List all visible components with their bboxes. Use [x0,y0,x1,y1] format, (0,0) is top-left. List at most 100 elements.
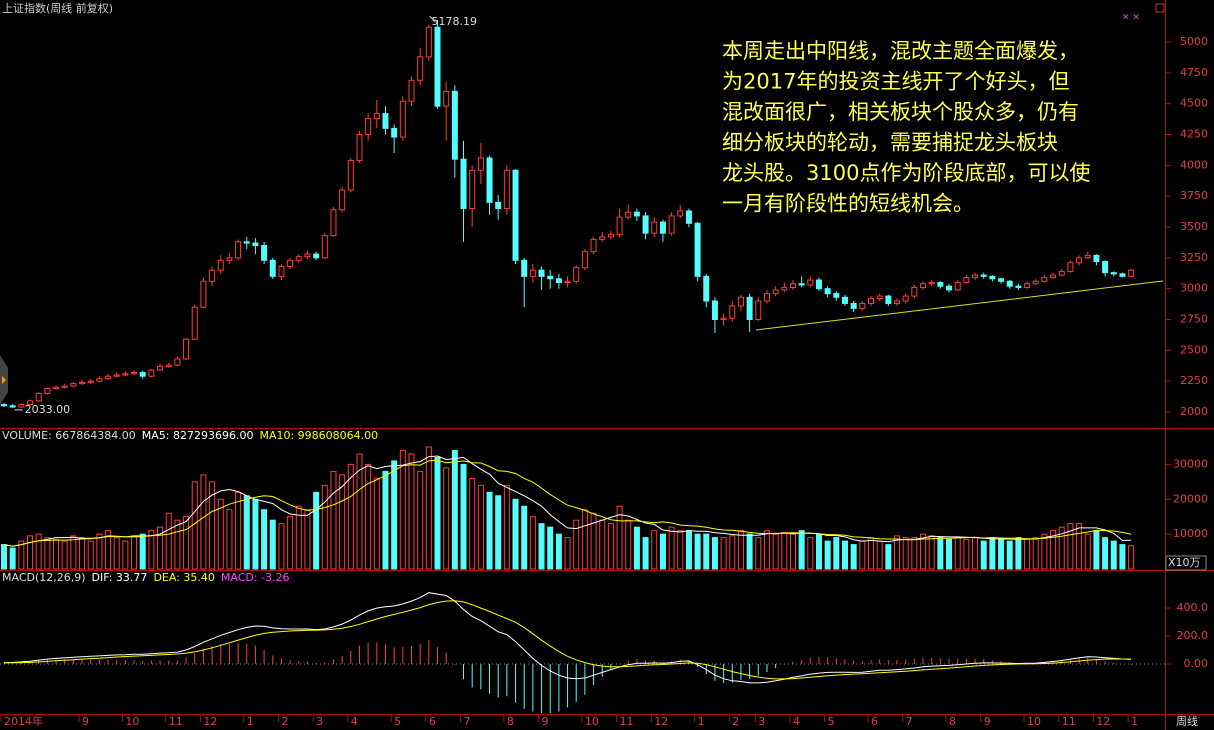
candle-body [772,289,779,295]
volume-bar [417,470,424,570]
volume-bar [365,463,372,570]
candle-body [425,26,432,58]
candle-body [581,251,588,269]
x-tick-label: 4 [351,715,358,728]
y-tick-label: 3500 [1180,220,1208,233]
volume-bar [833,537,840,570]
volume-bar [755,537,762,570]
candle-body [642,215,649,234]
candle-body [763,293,770,302]
volume-bar [9,547,16,570]
candle-body [616,216,623,235]
candle-body [590,238,597,253]
volume-bar [590,512,597,570]
candle-body [269,259,276,277]
x-tick-label: 6 [871,715,878,728]
candle-body [27,400,34,406]
volume-bar [495,495,502,570]
trend-line [755,280,1164,331]
candle-body [399,100,406,138]
volume-bar [642,537,649,570]
candle-body [902,295,909,302]
candle-body [833,293,840,298]
volume-bar [737,530,744,570]
volume-bar [659,533,666,570]
volume-bar [703,533,710,570]
candle-body [434,26,441,107]
volume-bar [946,538,953,570]
candle-body [87,380,94,383]
series-line [3,459,1132,547]
volume-bar [581,509,588,570]
y-tick-label: 10000 [1173,527,1208,540]
y-tick-label: 20000 [1173,492,1208,505]
x-tick-label: 10 [1027,715,1041,728]
candle-body [217,259,224,271]
candle-body [798,283,805,286]
volume-bar [1032,537,1039,570]
candle-body [1041,277,1048,282]
x-tick-label: 10 [125,715,139,728]
candle-body [191,306,198,340]
candle-body [113,374,120,377]
volume-bar [278,523,285,570]
candle-body [573,267,580,282]
candle-body [894,300,901,304]
volume-bar [330,470,337,570]
volume-bar [1084,533,1091,570]
volume-bar [321,484,328,570]
candle-body [287,259,294,267]
volume-bar [408,453,415,570]
x-tick-label: 9 [984,715,991,728]
volume-bar [157,526,164,570]
volume-bar [954,537,961,570]
y-tick-label: 3000 [1180,282,1208,295]
panel-header: DIF: 33.77 [92,571,148,584]
volume-bar [287,516,294,570]
volume-bar [573,519,580,570]
candle-body [859,302,866,309]
x-tick-label: 2 [732,715,739,728]
x-tick-label: 6 [429,715,436,728]
volume-bar [859,540,866,570]
x-tick-label: 2014年 [4,714,43,728]
candle-body [659,221,666,234]
candle-body [850,302,857,309]
volume-bar [807,537,814,570]
volume-bar [399,449,406,570]
chart-title: 上证指数(周线 前复权) [2,1,113,15]
candle-body [304,253,311,258]
volume-bar [165,512,172,570]
x-tick-label: 11 [169,715,183,728]
candle-body [746,296,753,320]
volume-bar [868,537,874,570]
volume-bar [911,537,918,570]
volume-bar [1102,537,1109,570]
y-tick-label: 200.0 [1177,629,1209,642]
volume-bar [243,495,250,570]
period-label: 周线 [1176,714,1198,728]
candle-body [1050,274,1057,279]
candle-body [607,233,614,238]
annotation: 本周走出中阳线，混改主题全面爆发， [722,39,1079,63]
candle-body [815,279,822,290]
candle-body [954,281,961,291]
volume-bar [174,519,181,570]
volume-bar [1050,530,1057,570]
volume-bar [538,523,545,570]
y-tick-label: 4250 [1180,128,1208,141]
y-tick-label: 3250 [1180,251,1208,264]
candle-body [252,242,259,247]
x-tick-label: 5 [828,715,835,728]
volume-bar [668,526,675,570]
candle-body [9,405,16,408]
candle-body [920,283,927,288]
volume-bar [555,533,562,570]
y-tick-label: 400.0 [1177,601,1209,614]
candle-body [330,209,337,237]
y-tick-label: 2750 [1180,312,1208,325]
volume-bar [1058,526,1065,570]
volume-bar [841,540,848,570]
